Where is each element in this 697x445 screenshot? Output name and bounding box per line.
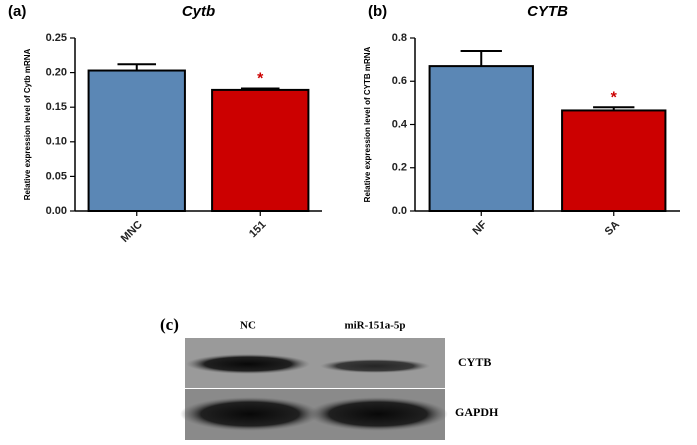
y-tick-label: 0.15 bbox=[46, 101, 67, 113]
y-tick-label: 0.4 bbox=[392, 118, 408, 130]
x-tick-label: 151 bbox=[247, 219, 268, 240]
y-tick-label: 0.6 bbox=[392, 75, 407, 87]
x-tick-label: MNC bbox=[119, 219, 145, 245]
x-tick-label: SA bbox=[603, 219, 622, 238]
panel-label: (b) bbox=[368, 3, 387, 20]
y-tick-label: 0.05 bbox=[46, 170, 67, 182]
annotation: * bbox=[611, 89, 618, 106]
blot-band bbox=[320, 359, 430, 373]
chart-title: Cytb bbox=[182, 3, 215, 20]
blot-band bbox=[186, 354, 310, 374]
y-tick-label: 0.00 bbox=[46, 205, 67, 217]
blot-band bbox=[180, 397, 320, 431]
blot-band bbox=[308, 397, 448, 431]
chart-title: CYTB bbox=[527, 3, 568, 20]
blot-panel: (c) NC miR-151a-5p CYTB GAPDH bbox=[160, 315, 499, 440]
band-label: CYTB bbox=[458, 355, 491, 369]
annotation: * bbox=[257, 71, 264, 88]
lane-label: NC bbox=[240, 320, 256, 332]
panel-label: (c) bbox=[160, 315, 179, 334]
y-tick-label: 0.0 bbox=[392, 205, 407, 217]
y-tick-label: 0.25 bbox=[46, 32, 67, 44]
y-tick-label: 0.2 bbox=[392, 162, 407, 174]
panel-label: (a) bbox=[8, 3, 26, 20]
x-tick-label: NF bbox=[471, 218, 490, 237]
y-tick-label: 0.8 bbox=[392, 32, 407, 44]
y-axis-label: Relative expression level of Cytb mRNA bbox=[23, 48, 32, 200]
bar bbox=[561, 109, 667, 212]
bar bbox=[211, 88, 310, 212]
y-axis-label: Relative expression level of CYTB mRNA bbox=[363, 46, 372, 202]
y-tick-label: 0.20 bbox=[46, 67, 67, 79]
bar bbox=[87, 69, 186, 212]
y-tick-label: 0.10 bbox=[46, 136, 67, 148]
band-label: GAPDH bbox=[455, 405, 499, 419]
lane-label: miR-151a-5p bbox=[344, 320, 405, 332]
bar bbox=[428, 65, 534, 212]
